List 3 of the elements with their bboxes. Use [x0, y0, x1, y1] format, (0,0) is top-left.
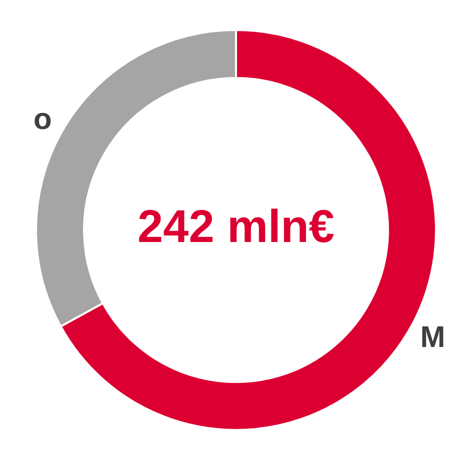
- slice-label: M: [420, 320, 446, 354]
- slice-label: o: [33, 102, 52, 136]
- text: 242 mln€: [138, 200, 334, 252]
